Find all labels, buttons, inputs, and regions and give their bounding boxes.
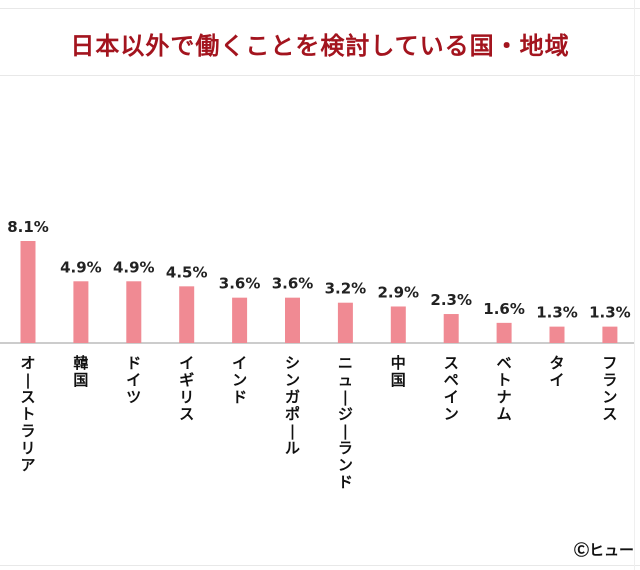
bar [179,286,195,343]
data-label: 4.5% [166,263,208,281]
data-label: 4.9% [60,258,102,276]
category-label: ドイツ [126,354,141,406]
bar [602,326,618,343]
data-label: 3.2% [325,280,367,298]
category-label: シンガポ|ル [285,354,300,457]
bar [73,281,89,343]
data-label: 1.6% [483,300,525,318]
bar [20,241,36,343]
data-label: 2.9% [377,283,419,301]
category-label: ベトナム [497,354,512,423]
grid-line-bottom [0,565,640,566]
category-label: フランス [602,354,617,423]
bar [549,326,565,343]
data-label: 3.6% [272,275,314,293]
data-label: 3.6% [219,275,261,293]
data-label: 1.3% [589,304,631,322]
category-label: オ|ストラリア [20,354,35,474]
category-label: 韓国 [73,354,88,389]
category-label: ニュ|ジ|ランド [338,354,353,491]
data-label: 4.9% [113,258,155,276]
bar [285,297,300,343]
data-label: 8.1% [7,218,49,236]
bar [126,281,142,343]
chart-title: 日本以外で働くことを検討している国・地域 [70,32,570,60]
grid-line-right [634,0,635,570]
bar [443,314,459,343]
category-label: インド [232,354,247,406]
data-label: 1.3% [536,304,578,322]
bar [390,306,406,343]
category-label: イギリス [179,354,194,423]
category-label: 中国 [391,354,406,389]
bar [232,297,248,343]
grid-line-top [0,8,640,9]
copyright-credit: Ⓒヒュー [573,541,634,559]
bar [496,322,512,343]
category-label: スペイン [444,354,459,423]
bar [337,302,353,343]
grid-line-mid [0,75,640,76]
data-label: 2.3% [430,291,472,309]
category-label: タイ [549,354,564,389]
